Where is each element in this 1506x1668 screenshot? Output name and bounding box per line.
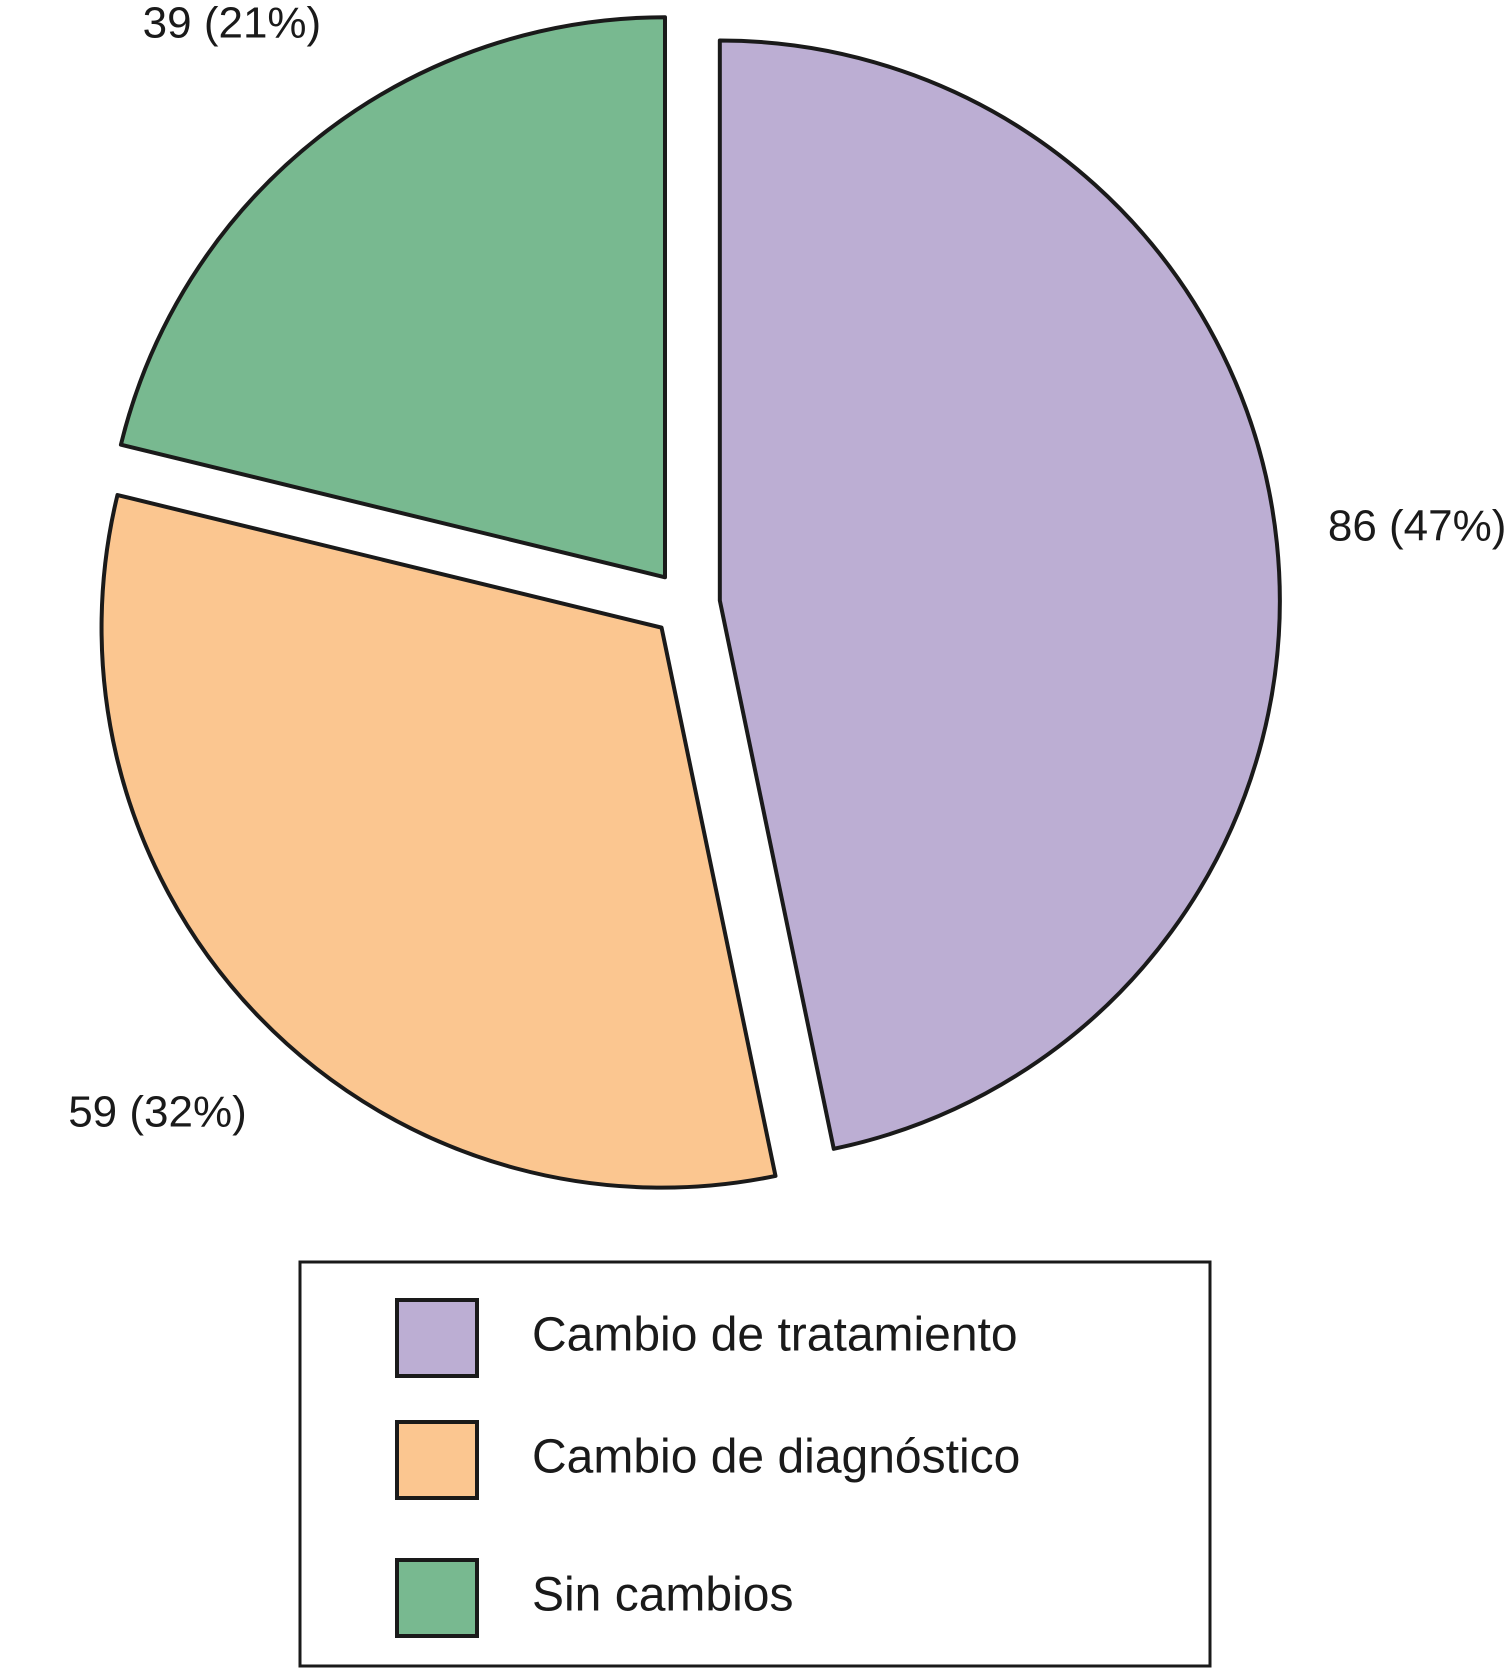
legend: Cambio de tratamiento Cambio de diagnósti…	[298, 1260, 1212, 1668]
pie-slices	[99, 15, 1282, 1190]
legend-label-sin-cambios: Sin cambios	[532, 1569, 793, 1622]
legend-label-cambio-de-diagnostico: Cambio de diagnóstico	[532, 1431, 1020, 1484]
pie-data-labels: 86 (47%) 59 (32%) 39 (21%)	[68, 0, 1506, 1136]
pie-slice-cambio-de-diagnostico	[99, 493, 778, 1190]
data-label-sin-cambios: 39 (21%)	[143, 0, 322, 48]
data-label-cambio-de-tratamiento: 86 (47%)	[1328, 501, 1506, 550]
pie-slice-cambio-de-tratamiento	[717, 38, 1282, 1151]
legend-swatch-cambio-de-tratamiento	[395, 1298, 479, 1378]
legend-swatch-cambio-de-diagnostico	[395, 1420, 479, 1500]
pie-slice-sin-cambios	[118, 15, 667, 580]
data-label-cambio-de-diagnostico: 59 (32%)	[68, 1087, 247, 1136]
legend-label-cambio-de-tratamiento: Cambio de tratamiento	[532, 1309, 1018, 1362]
legend-swatch-sin-cambios	[395, 1558, 479, 1638]
